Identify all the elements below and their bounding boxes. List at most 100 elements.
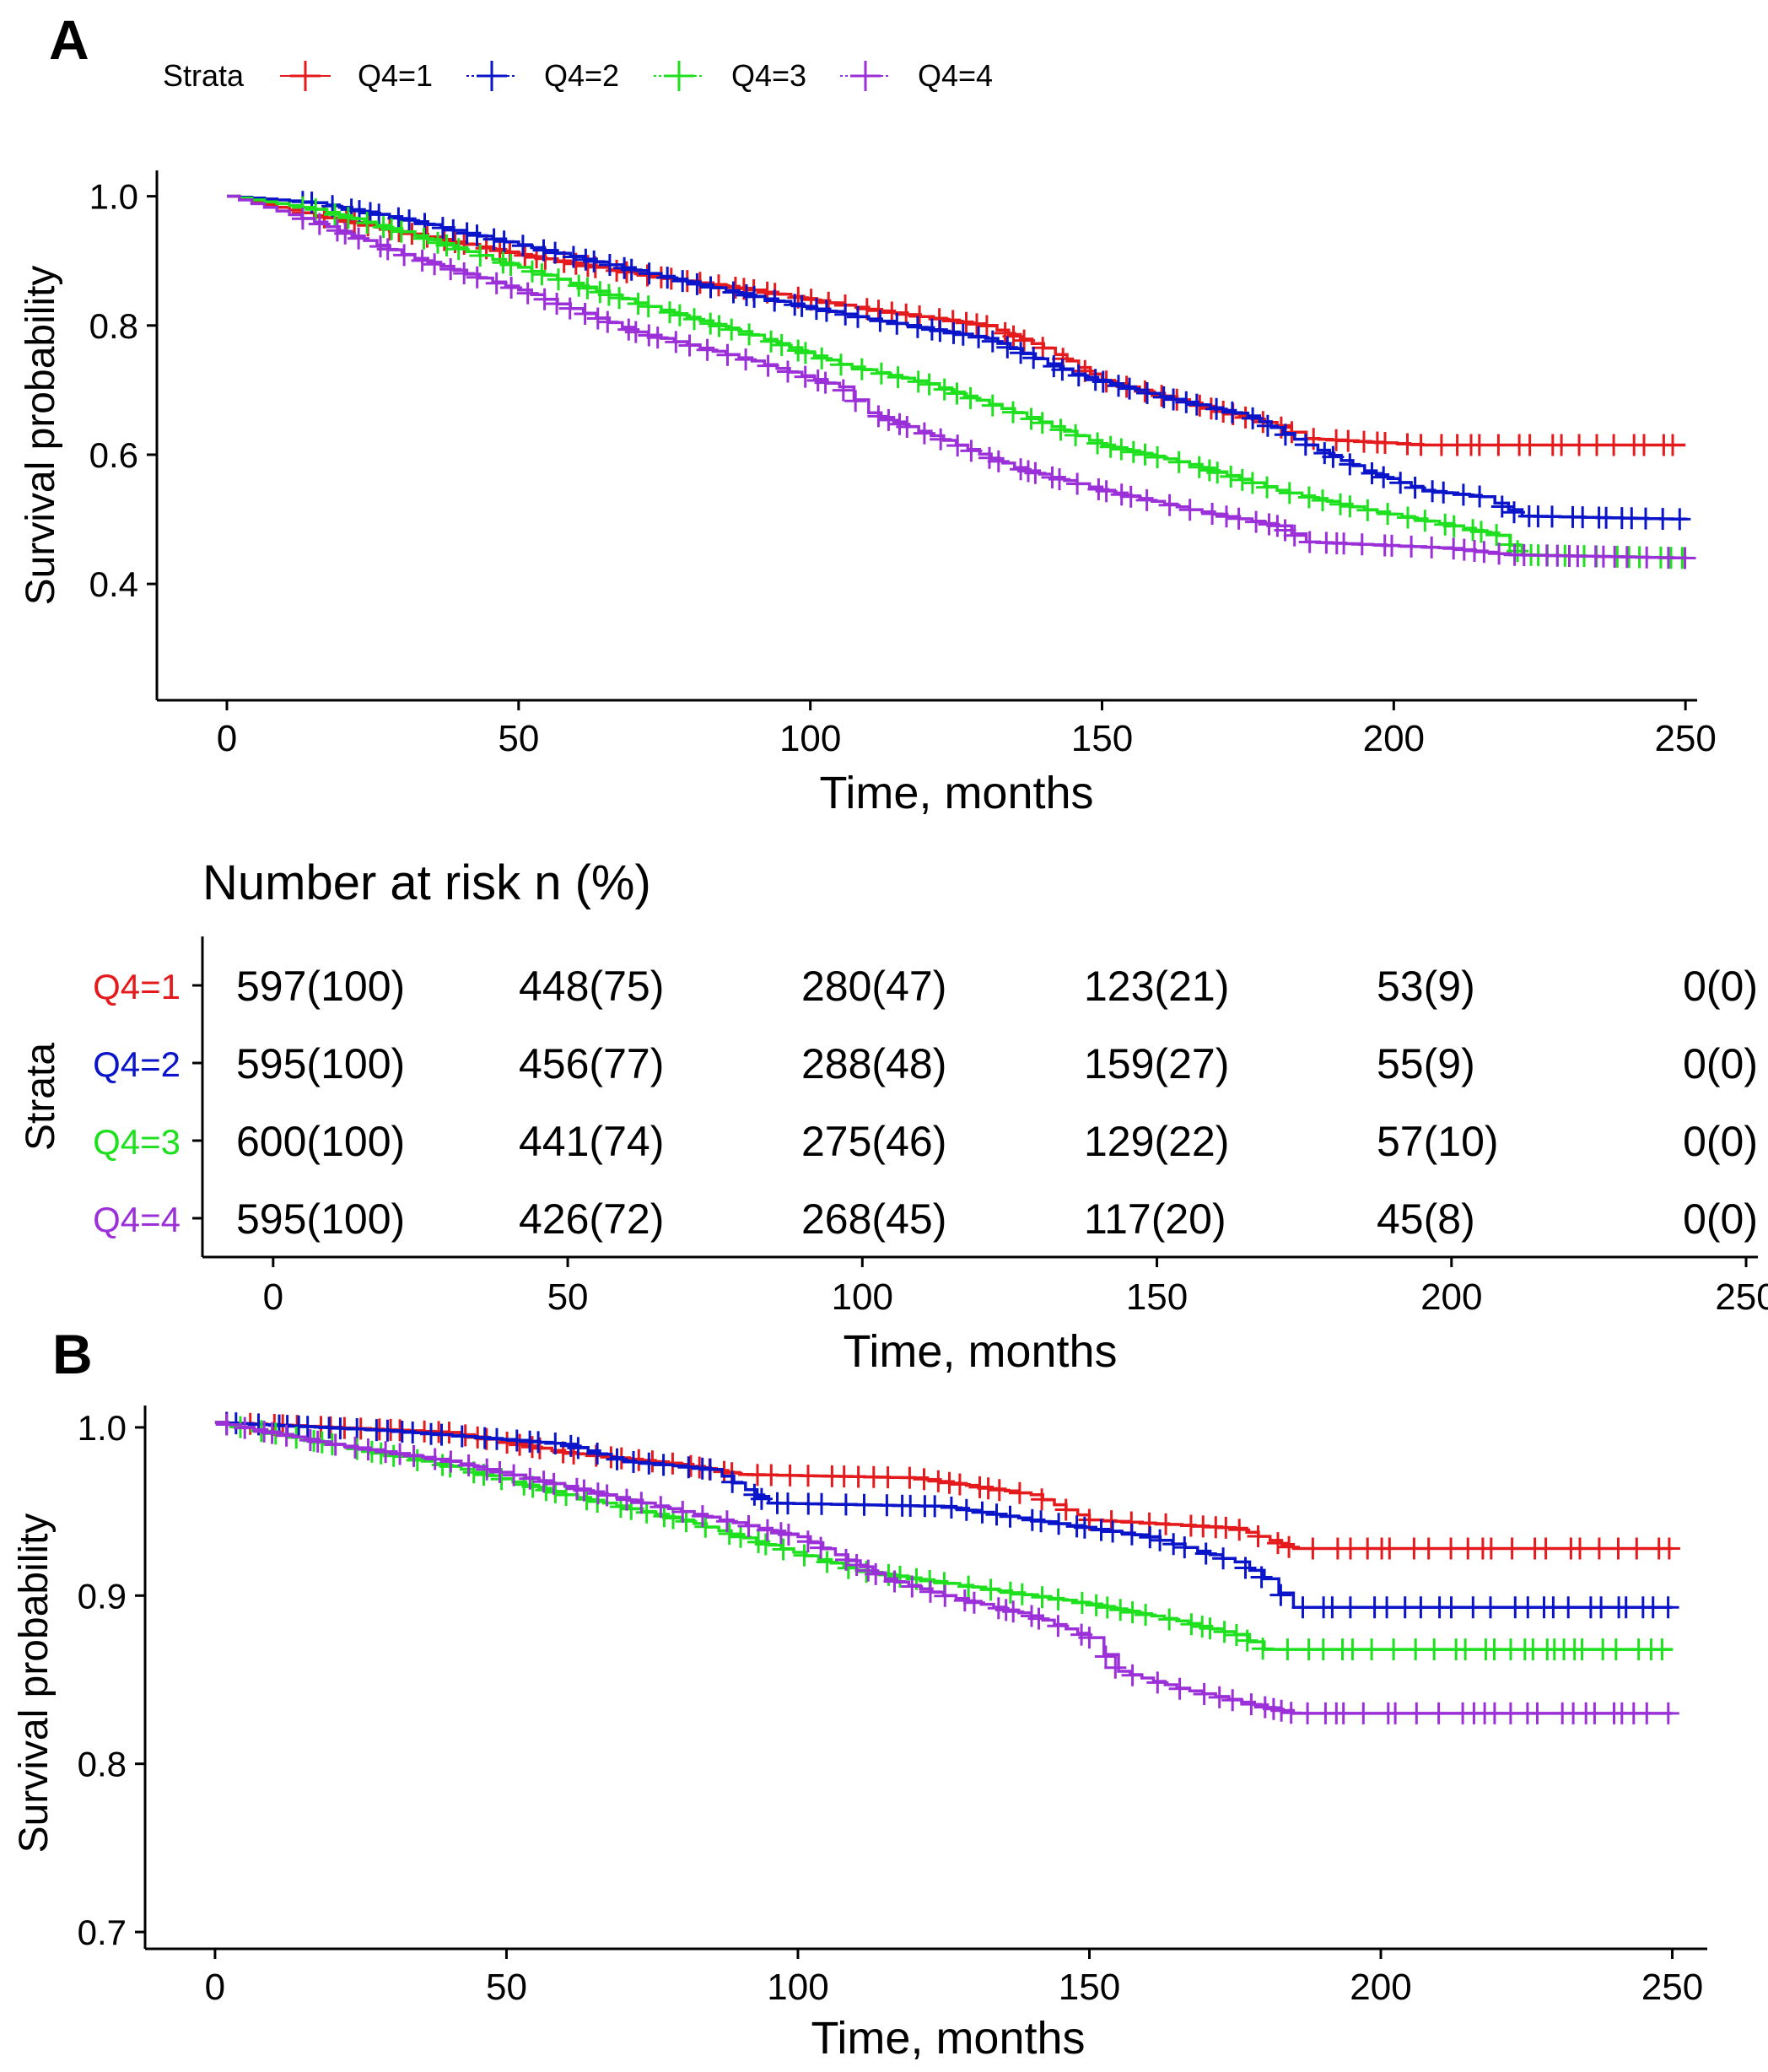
censor-mark [1339,1596,1361,1619]
curve-line [214,1421,1673,1651]
censor-mark [1236,1629,1259,1652]
censor-mark [845,1554,868,1576]
censor-mark [521,260,543,283]
censor-mark [624,321,647,343]
censor-mark [919,1580,941,1603]
censor-mark [1283,524,1306,547]
censor-mark [760,330,783,353]
censor-mark [1420,536,1443,558]
censor-mark [1194,1542,1217,1565]
censor-mark [1022,347,1045,370]
legend: Strata Q4=1 Q4=2 Q4=3 Q4=4 [163,58,993,93]
risk-row-label: Q4=2 [93,1044,181,1084]
censor-mark [389,1443,412,1465]
censor-mark [1329,493,1351,515]
censor-mark [1110,483,1133,506]
censor-mark [1361,462,1383,484]
censor-mark [1473,541,1496,564]
legend-entry-4: Q4=4 [840,58,993,93]
censor-mark [1109,1599,1132,1621]
censor-mark [402,1422,424,1443]
censor-mark [620,258,643,281]
censor-mark [738,323,761,346]
censor-mark [356,212,379,235]
censor-mark [500,277,523,299]
censor-mark [1135,1604,1157,1627]
censor-mark [1085,1594,1108,1616]
censor-mark [1250,1566,1273,1589]
censor-mark [1008,1481,1031,1504]
censor-mark [499,254,522,276]
censor-mark [1208,1686,1231,1708]
censor-mark [671,270,694,293]
censor-mark [1339,495,1361,518]
censor-mark [1118,377,1140,400]
censor-mark [737,1514,760,1537]
censor-mark [359,202,381,224]
censor-mark [442,219,465,241]
censor-mark [1070,1592,1093,1614]
censor-mark [985,1503,1008,1526]
censor-mark [1247,1525,1269,1547]
censor-mark [715,1510,738,1533]
y-tick-label: 1.0 [78,1408,127,1448]
censor-mark [966,313,988,336]
censor-mark [435,234,458,256]
censor-mark [1185,393,1208,416]
censor-mark [1256,414,1279,437]
censor-mark [1442,515,1465,537]
censor-mark [1615,546,1638,569]
censor-mark [721,1470,744,1493]
censor-mark [1583,1702,1606,1724]
censor-mark [562,246,585,268]
series-q4-3 [214,1413,1674,1661]
censor-mark [1302,1537,1324,1560]
censor-mark [743,285,766,308]
series-q4-4 [214,1413,1679,1724]
censor-mark [946,434,969,457]
censor-mark [638,262,660,285]
censor-mark [1278,1535,1301,1558]
censor-mark [1011,1583,1033,1605]
censor-mark [1487,434,1510,456]
censor-mark [652,1454,675,1476]
censor-mark [1607,1537,1630,1560]
series-q4-2 [227,191,1691,531]
risk-cell: 0(0) [1683,1040,1758,1087]
censor-mark [948,1473,971,1496]
x-tick-label: 100 [779,718,841,759]
censor-mark [1501,1537,1523,1560]
censor-mark [1010,342,1032,364]
censor-mark [1205,397,1228,420]
censor-mark [1175,391,1198,413]
censor-mark [1657,1596,1679,1619]
censor-mark [671,1501,694,1523]
censor-mark [589,281,612,304]
censor-mark [482,228,505,251]
censor-mark [567,1437,590,1460]
censor-mark [1356,499,1379,521]
censor-mark [1571,1638,1593,1661]
censor-mark [531,263,553,286]
censor-mark [699,276,722,299]
risk-cell: 426(72) [519,1195,664,1243]
censor-mark [777,1492,799,1515]
censor-mark [630,1492,653,1514]
censor-mark [532,239,555,262]
risk-cell: 0(0) [1683,1118,1758,1165]
censor-mark [934,1584,957,1607]
panel-label-b: B [52,1323,93,1385]
censor-mark [455,222,478,245]
censor-mark [337,207,359,229]
censor-mark [901,1575,924,1598]
censor-mark [1032,337,1054,359]
censor-mark [369,1442,392,1465]
censor-mark [1221,1689,1244,1712]
censor-mark [999,1581,1021,1604]
censor-mark [1146,446,1169,468]
censor-mark [1339,453,1361,476]
x-tick-label: 200 [1350,1967,1411,2008]
risk-table-title: Number at risk n (%) [202,855,651,910]
censor-mark [636,264,659,287]
